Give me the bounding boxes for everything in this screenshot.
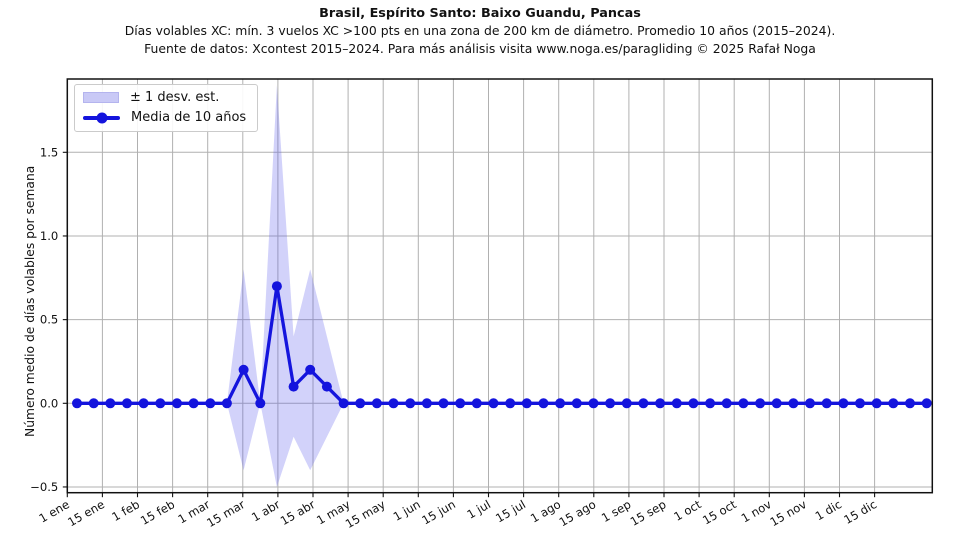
data-point-marker [671,398,682,409]
data-point-marker [705,398,716,409]
x-tick-label: 15 ago [557,497,599,529]
data-point-marker [905,398,915,409]
mean-line [77,284,927,405]
data-point-marker [488,398,499,409]
data-point-marker [571,398,582,409]
y-tick-label: −0.5 [30,480,58,494]
x-tick-label: 15 abr [278,497,318,528]
y-tick-label: 1.0 [40,229,58,243]
x-tick-label: 1 feb [109,497,142,524]
tick-marks [62,151,876,498]
data-point-marker [588,398,599,409]
chart-source-line: Fuente de datos: Xcontest 2015–2024. Par… [144,41,816,56]
data-point-marker [338,398,349,409]
data-point-marker [621,398,632,409]
legend-item-mean-line: Media de 10 años [83,110,246,125]
data-point-marker [271,281,282,292]
data-point-marker [821,398,832,409]
y-tick-label: 0.5 [40,313,58,327]
legend-line-label: Media de 10 años [131,110,247,125]
x-tick-label: 15 jun [419,497,457,527]
x-tick-label: 15 jul [493,497,528,525]
data-point-marker [555,398,566,409]
data-point-marker [221,398,232,409]
plot-border [66,78,934,494]
chart-title: Brasil, Espírito Santo: Baixo Guandu, Pa… [319,6,641,21]
data-point-marker [255,398,266,409]
y-tick-label: 1.5 [40,145,58,159]
data-point-marker [72,398,82,409]
data-point-marker [855,398,865,409]
data-point-marker [755,398,766,409]
data-point-marker [921,398,932,409]
data-point-marker [172,398,182,409]
data-point-marker [771,398,782,409]
data-point-marker [655,398,666,409]
legend-band-swatch [83,92,119,103]
data-point-marker [721,398,732,409]
x-tick-label: 15 dic [841,497,879,527]
data-point-marker [355,398,366,409]
data-point-marker [321,381,332,392]
x-tick-label: 1 abr [249,497,282,524]
legend: ± 1 desv. est. Media de 10 años [74,84,259,132]
data-point-marker [405,398,416,409]
y-tick-label: 0.0 [40,396,58,410]
data-point-marker [505,398,516,409]
data-point-marker [805,398,815,409]
data-point-marker [838,398,849,409]
data-point-marker [521,398,532,409]
data-point-marker [421,398,432,409]
data-point-marker [638,398,649,409]
x-tick-label: 15 ene [65,497,107,529]
legend-line-swatch [83,112,120,124]
data-point-marker [88,398,99,409]
x-tick-label: 1 oct [671,497,704,524]
x-tick-label: 1 jul [464,497,493,522]
x-tick-label: 15 sep [628,497,669,529]
data-point-marker [288,381,299,392]
chart-header: Brasil, Espírito Santo: Baixo Guandu, Pa… [0,5,960,58]
data-point-marker [388,398,399,409]
data-point-marker [455,398,466,409]
data-point-marker [438,398,449,409]
x-tick-label: 15 nov [767,497,809,529]
plot-area [67,79,933,493]
data-point-marker [605,398,616,409]
x-tick-label: 1 ago [528,497,563,525]
markers [72,281,932,409]
data-point-marker [888,398,899,409]
data-point-marker [371,398,382,409]
x-tick-label: 15 mar [204,497,247,530]
data-point-marker [471,398,482,409]
grid [66,79,933,493]
legend-band-label: ± 1 desv. est. [130,90,220,105]
data-point-marker [871,398,882,409]
x-tick-label: 15 oct [700,497,739,528]
x-tick-label: 1 sep [599,497,633,525]
x-tick-label: 1 nov [739,497,774,525]
legend-item-std-band: ± 1 desv. est. [83,90,246,105]
data-point-marker [205,398,216,409]
data-point-marker [538,398,549,409]
x-tick-label: 1 jun [391,497,423,524]
data-point-marker [738,398,749,409]
data-point-marker [238,364,249,375]
data-point-marker [138,398,149,409]
data-point-marker [788,398,799,409]
data-point-marker [688,398,699,409]
data-point-marker [305,364,316,375]
chart-subtitle: Días volables XC: mín. 3 vuelos XC >100 … [124,23,836,38]
legend-line-marker [96,112,107,123]
data-point-marker [188,398,199,409]
data-point-marker [105,398,116,409]
x-tick-label: 1 dic [813,497,844,523]
data-point-marker [122,398,132,409]
x-tick-label: 15 may [343,497,388,531]
x-tick-label: 15 feb [138,497,177,528]
data-point-marker [155,398,166,409]
